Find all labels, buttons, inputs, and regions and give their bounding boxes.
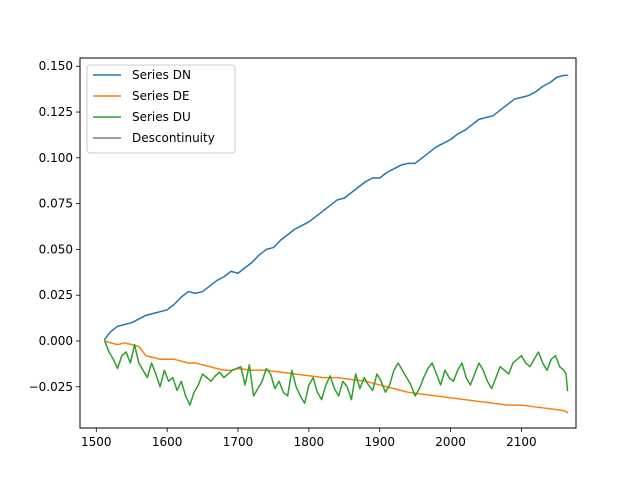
legend-box [86,64,236,154]
axes-border [79,57,577,429]
x-tick-label: 1900 [364,435,395,449]
x-tick-label: 1500 [81,435,112,449]
legend-label: Series DN [132,68,191,82]
series-layer [103,74,569,414]
legend-label: Series DU [132,110,191,124]
legend-label: Series DE [132,89,190,103]
y-tick-label: 0.025 [39,288,73,302]
x-tick-label: 1700 [223,435,254,449]
x-tick-label: 1600 [152,435,183,449]
y-tick-label: 0.050 [39,242,73,256]
x-axis: 1500 1600 1700 1800 1900 2000 2100 [81,428,537,449]
axes-frame [79,57,577,429]
y-tick-label: 0.000 [39,334,73,348]
y-tick-label: −0.025 [29,380,73,394]
legend: Series DN Series DE Series DU Descontinuity [86,64,236,154]
x-tick-label: 1800 [294,435,325,449]
y-axis: −0.025 0.000 0.025 0.050 0.075 0.100 0.125 0.15… [29,59,80,394]
series-line-series-dn [103,74,569,341]
y-tick-label: 0.075 [39,197,73,211]
legend-label: Descontinuity [132,131,215,145]
y-tick-label: 0.150 [39,59,73,73]
y-tick-label: 0.100 [39,151,73,165]
x-tick-label: 2000 [435,435,466,449]
y-tick-label: 0.125 [39,105,73,119]
series-lines [103,74,569,414]
x-tick-label: 2100 [506,435,537,449]
series-line-series-de [103,340,569,414]
series-line-series-du [103,340,569,406]
